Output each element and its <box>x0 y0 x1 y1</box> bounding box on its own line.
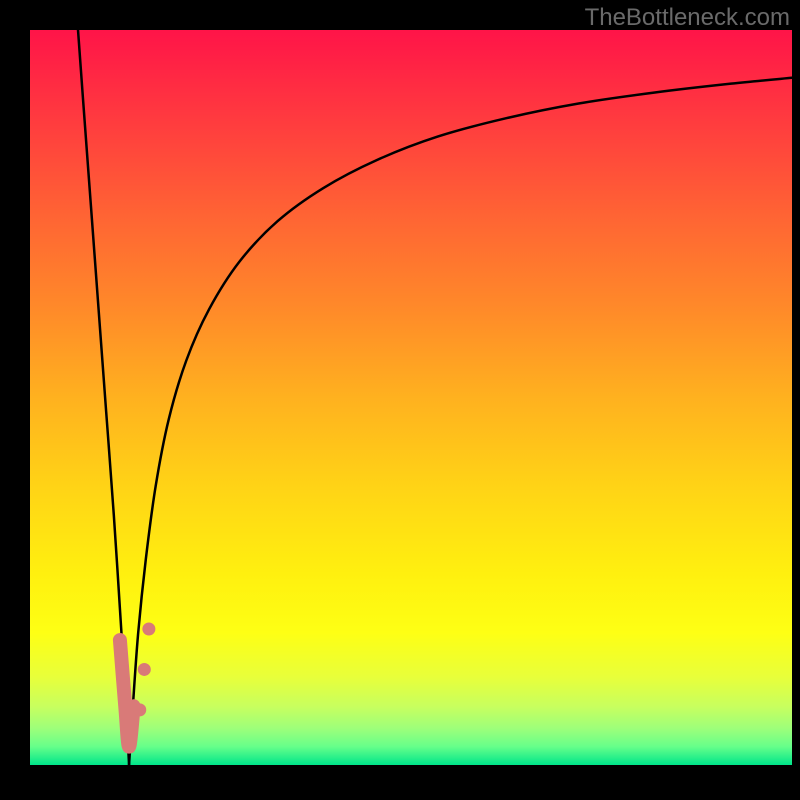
chart-background <box>30 30 792 765</box>
chart-plot-area <box>30 30 792 765</box>
marker-dot <box>138 663 151 676</box>
watermark-text: TheBottleneck.com <box>585 4 790 32</box>
bottleneck-curve-chart <box>30 30 792 765</box>
marker-dot <box>142 623 155 636</box>
marker-dot <box>133 703 146 716</box>
